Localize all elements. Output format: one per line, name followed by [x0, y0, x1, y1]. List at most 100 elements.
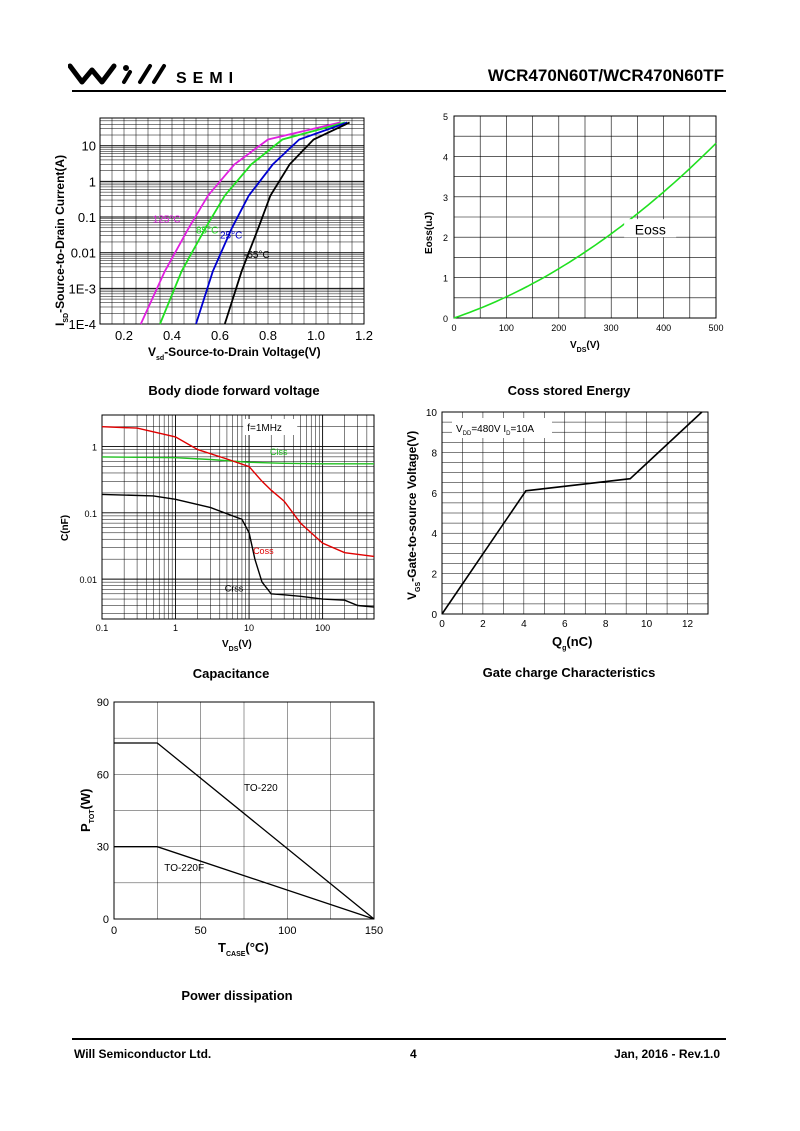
curve-label: 25°C	[220, 231, 242, 242]
y-tick-label: 0.01	[71, 246, 96, 261]
footer-rule	[72, 1038, 726, 1040]
annotation-bg	[243, 419, 298, 435]
curve-label: 125°C	[153, 215, 181, 226]
x-axis-label-part: -Source-to-Drain Voltage(V)	[164, 345, 320, 359]
header-rule	[72, 90, 726, 92]
series-line-to220f	[114, 846, 375, 920]
eoss-label-bg	[624, 219, 677, 238]
x-tick-label: 500	[708, 323, 723, 333]
y-axis-label-part: GS	[415, 582, 422, 592]
y-axis-label: PTOT(W)	[78, 789, 96, 832]
y-tick-label: 1	[89, 174, 96, 189]
company-logo	[68, 63, 166, 85]
y-tick-label: 0	[103, 914, 109, 926]
series-label-coss: Coss	[253, 546, 274, 556]
x-axis-label-part: DS	[577, 347, 587, 354]
x-tick-label: 2	[480, 619, 486, 630]
y-axis-label-part: TOT	[89, 809, 96, 824]
x-axis-label: VDS(V)	[570, 340, 600, 354]
caption-capacitance: Capacitance	[192, 666, 270, 681]
x-tick-label: 300	[604, 323, 619, 333]
x-axis-label: Qg(nC)	[552, 634, 592, 652]
x-tick-label: 100	[499, 323, 514, 333]
x-tick-label: 0	[111, 925, 117, 937]
annotation-bg	[452, 418, 552, 438]
y-tick-label: 90	[97, 697, 109, 709]
y-tick-label: 0	[431, 610, 437, 621]
x-tick-label: 50	[195, 925, 207, 937]
y-tick-label: 10	[426, 408, 438, 419]
x-tick-label: 10	[244, 623, 254, 633]
x-tick-label: 1.0	[307, 328, 325, 343]
y-tick-label: 1E-3	[69, 281, 96, 296]
y-tick-label: 5	[443, 112, 448, 122]
caption-coss-energy: Coss stored Energy	[507, 383, 631, 398]
annotation-part: V	[456, 424, 463, 435]
x-tick-label: 100	[315, 623, 330, 633]
x-tick-label: 12	[682, 619, 694, 630]
y-tick-label: 2	[443, 233, 448, 243]
x-axis-label-part: T	[218, 940, 226, 955]
y-axis-label-part: V	[405, 592, 419, 600]
y-axis-label: ISD-Source-to-Drain Current(A)	[53, 155, 70, 326]
x-axis-label-part: (°C)	[245, 940, 268, 955]
x-axis-label-part: sd	[156, 355, 164, 362]
x-tick-label: 1.2	[355, 328, 373, 343]
series-label-to220f: TO-220F	[164, 863, 204, 874]
frequency-annotation: f=1MHz	[247, 423, 282, 434]
x-tick-label: 8	[603, 619, 609, 630]
x-axis-label: VDS(V)	[222, 639, 252, 653]
y-tick-label: 2	[431, 570, 437, 581]
y-axis-label-part: P	[78, 823, 93, 832]
y-axis-label-part: I	[53, 323, 67, 326]
annotation-part: =10A	[510, 424, 534, 435]
series-label-ciss: Ciss	[270, 447, 288, 457]
series-line-ciss	[101, 456, 374, 465]
y-tick-label: 30	[97, 842, 109, 854]
series-line-crss	[101, 493, 375, 608]
y-tick-label: 0	[443, 314, 448, 324]
x-axis-label-part: (nC)	[566, 634, 592, 649]
x-tick-label: 0.6	[211, 328, 229, 343]
y-tick-label: 1	[443, 274, 448, 284]
y-axis-label: Eoss(uJ)	[424, 212, 435, 254]
y-axis-label-part: SD	[63, 313, 70, 323]
x-axis-label-part: V	[570, 340, 577, 351]
y-tick-label: 8	[431, 448, 437, 459]
y-tick-label: 4	[431, 529, 437, 540]
x-tick-label: 0.1	[96, 623, 109, 633]
footer-company: Will Semiconductor Ltd.	[74, 1047, 212, 1061]
x-tick-label: 0	[451, 323, 456, 333]
brand-text: SEMI	[176, 70, 240, 87]
x-axis-label-part: V	[148, 345, 156, 359]
x-axis-label-part: g	[562, 645, 566, 652]
series-line-coss	[101, 426, 375, 558]
y-axis-label-part: -Gate-to-source Voltage(V)	[405, 431, 419, 582]
part-number-title: WCR470N60T/WCR470N60TF	[487, 66, 724, 85]
caption-gate-charge: Gate charge Characteristics	[482, 665, 656, 680]
x-axis-label-part: V	[222, 639, 229, 650]
x-tick-label: 0.4	[163, 328, 181, 343]
footer-page: 4	[410, 1047, 417, 1061]
annotation-part: DD	[463, 431, 472, 437]
x-axis-label: TCASE(°C)	[218, 940, 269, 958]
x-tick-label: 4	[521, 619, 527, 630]
series-line-vgs	[441, 411, 703, 615]
x-tick-label: 1	[173, 623, 178, 633]
y-axis-label-part: -Source-to-Drain Current(A)	[53, 155, 67, 313]
caption-body-diode: Body diode forward voltage	[148, 383, 320, 398]
y-tick-label: 0.1	[78, 210, 96, 225]
x-tick-label: 0	[439, 619, 445, 630]
x-tick-label: 150	[365, 925, 383, 937]
caption-power: Power dissipation	[181, 988, 293, 1003]
curve-label: -55°C	[244, 250, 270, 261]
x-axis-label-part: Q	[552, 634, 562, 649]
x-axis-label: Vsd-Source-to-Drain Voltage(V)	[148, 345, 321, 362]
curve-label: 85°C	[196, 225, 218, 236]
series-label-crss: Crss	[225, 584, 244, 594]
series-line-to220	[114, 742, 375, 920]
y-tick-label: 0.01	[79, 575, 97, 585]
x-tick-label: 6	[562, 619, 568, 630]
series-label-to220: TO-220	[244, 783, 278, 794]
